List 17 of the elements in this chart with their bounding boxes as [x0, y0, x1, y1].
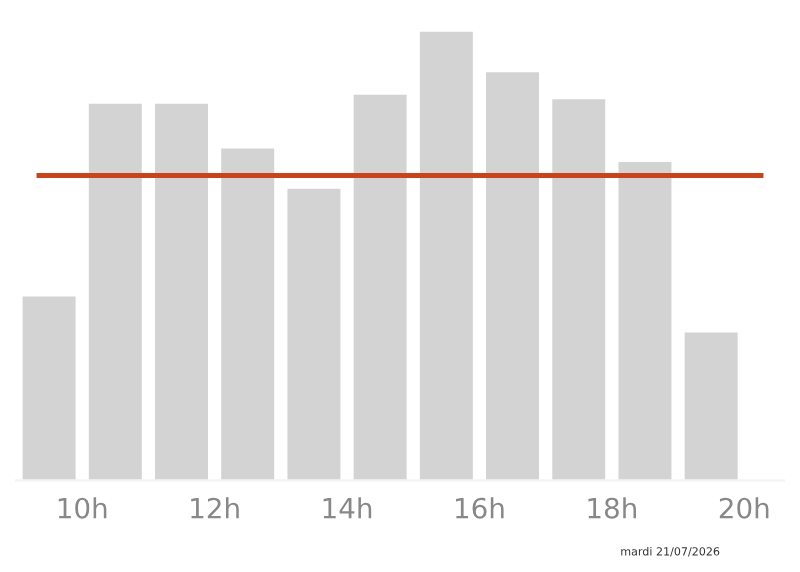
bar — [486, 72, 540, 481]
bar — [684, 332, 738, 481]
bar — [552, 99, 606, 481]
bar — [287, 188, 341, 481]
bar — [419, 31, 473, 481]
bar — [155, 103, 208, 481]
bar — [22, 296, 76, 481]
bar — [353, 94, 407, 481]
x-tick-label: 14h — [323, 497, 372, 519]
bar — [88, 103, 142, 481]
x-tick-label: 12h — [191, 497, 239, 519]
x-tick-label: 16h — [456, 497, 504, 519]
bar — [618, 161, 672, 481]
bar — [221, 148, 275, 481]
x-tick-label: 20h — [719, 497, 769, 519]
x-tick-label: 18h — [588, 497, 636, 519]
x-tick-label: 10h — [58, 497, 107, 519]
